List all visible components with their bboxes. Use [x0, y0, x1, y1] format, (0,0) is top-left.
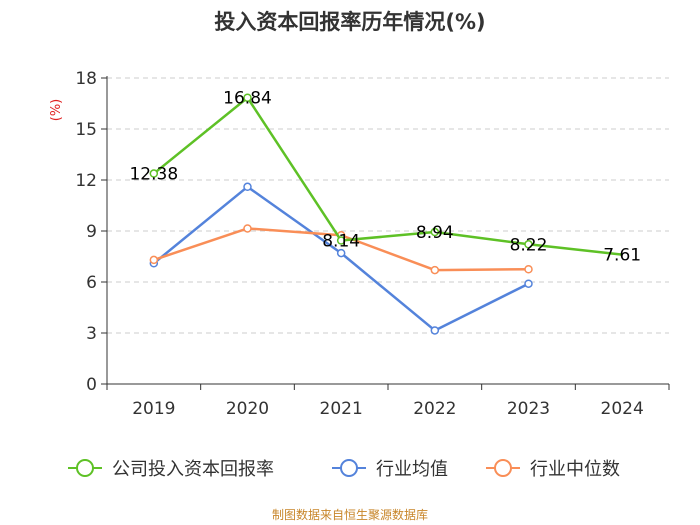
data-label: 8.14 — [322, 232, 360, 252]
legend: 公司投入资本回报率 行业均值 行业中位数 — [68, 459, 620, 480]
y-tick-label: 12 — [75, 171, 97, 191]
data-point — [336, 248, 346, 258]
data-label: 8.94 — [416, 223, 454, 243]
y-tick-label: 6 — [86, 273, 97, 293]
data-point — [430, 227, 440, 237]
grid-lines — [107, 77, 669, 334]
data-point — [243, 93, 252, 102]
data-point — [430, 326, 440, 335]
data-label: 7.61 — [603, 246, 641, 266]
data-point — [149, 169, 159, 178]
legend-label: 公司投入资本回报率 — [112, 459, 274, 480]
data-point — [524, 265, 533, 274]
series-line-1 — [153, 185, 530, 332]
data-point — [149, 255, 159, 265]
x-tick-label: 2021 — [320, 399, 363, 419]
y-tick-label: 18 — [75, 69, 97, 89]
legend-label: 行业中位数 — [530, 459, 620, 480]
y-axis-label: (%) — [49, 99, 64, 122]
data-point — [243, 224, 252, 233]
x-tick-label: 2019 — [132, 399, 175, 419]
axes: 0 3 6 9 12 15 18 (%) 2019 2020 2021 2022 2023 2024 — [49, 69, 670, 419]
x-tick-label: 2024 — [601, 399, 644, 419]
data-label: 16.84 — [223, 89, 272, 109]
series-line-0 — [153, 96, 623, 256]
data-label: 8.22 — [510, 235, 548, 255]
data-point — [430, 265, 440, 275]
legend-marker — [494, 459, 512, 477]
y-tick-label: 9 — [86, 222, 97, 242]
y-tick-label: 3 — [86, 324, 97, 344]
y-tick-label: 0 — [86, 375, 97, 395]
data-point — [336, 236, 346, 245]
x-tick-label: 2022 — [413, 399, 456, 419]
data-labels: 12.38 16.84 8.14 8.94 8.22 7.61 — [129, 89, 641, 266]
y-tick-label: 15 — [75, 120, 97, 140]
chart-title: 投入资本回报率历年情况(%) — [214, 10, 486, 34]
x-tick-label: 2023 — [507, 399, 550, 419]
legend-marker — [76, 459, 94, 477]
series-lines — [149, 93, 623, 335]
source-note: 制图数据来自恒生聚源数据库 — [271, 508, 428, 522]
legend-label: 行业均值 — [376, 459, 448, 480]
x-tick-label: 2020 — [226, 399, 269, 419]
legend-marker — [340, 459, 358, 477]
data-point — [524, 240, 533, 249]
data-point — [243, 182, 252, 192]
data-label: 12.38 — [129, 165, 178, 185]
data-point — [524, 279, 533, 288]
